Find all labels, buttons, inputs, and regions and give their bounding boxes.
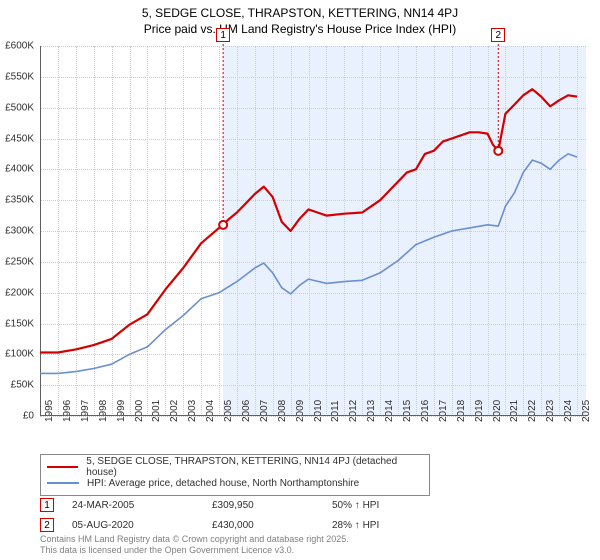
attribution-line-1: Contains HM Land Registry data © Crown c… [40,534,349,545]
transaction-date: 05-AUG-2020 [72,520,212,531]
transaction-marker-icon: 1 [40,498,54,512]
marker-dot [219,221,227,229]
marker-label: 2 [491,28,505,42]
y-axis-tick-label: £600K [5,41,34,52]
marker-label: 1 [216,28,230,42]
transaction-delta: 28% ↑ HPI [332,520,452,531]
attribution-line-2: This data is licensed under the Open Gov… [40,545,349,556]
legend-label-hpi: HPI: Average price, detached house, Nort… [87,478,359,489]
y-axis-tick-label: £250K [5,256,34,267]
legend-label-property: 5, SEDGE CLOSE, THRAPSTON, KETTERING, NN… [86,456,423,478]
y-axis-tick-label: £550K [5,71,34,82]
transaction-marker-icon: 2 [40,518,54,532]
chart-plot-area: £0£50K£100K£150K£200K£250K£300K£350K£400… [40,46,586,416]
y-axis-tick-label: £150K [5,318,34,329]
transaction-delta: 50% ↑ HPI [332,500,452,511]
y-axis-tick-label: £300K [5,226,34,237]
legend-swatch-property [47,466,78,468]
transaction-price: £309,950 [212,500,332,511]
y-axis-tick-label: £200K [5,287,34,298]
legend: 5, SEDGE CLOSE, THRAPSTON, KETTERING, NN… [40,454,430,496]
legend-item-property: 5, SEDGE CLOSE, THRAPSTON, KETTERING, NN… [47,459,423,475]
y-axis-tick-label: £350K [5,195,34,206]
legend-swatch-hpi [47,482,79,484]
marker-dot [494,147,502,155]
transaction-price: £430,000 [212,520,332,531]
chart-title: 5, SEDGE CLOSE, THRAPSTON, KETTERING, NN… [0,0,600,37]
transaction-date: 24-MAR-2005 [72,500,212,511]
series-line-property [40,89,577,352]
y-axis-tick-label: £500K [5,102,34,113]
y-axis-tick-label: £0 [23,411,34,422]
series-line-hpi [40,154,577,374]
title-line-2: Price paid vs. HM Land Registry's House … [0,22,600,38]
y-axis-tick-label: £100K [5,349,34,360]
y-axis-tick-label: £450K [5,133,34,144]
attribution-text: Contains HM Land Registry data © Crown c… [40,534,349,557]
y-axis-tick-label: £50K [11,380,34,391]
transaction-row: 2 05-AUG-2020 £430,000 28% ↑ HPI [40,518,580,532]
y-axis-tick-label: £400K [5,164,34,175]
transaction-row: 1 24-MAR-2005 £309,950 50% ↑ HPI [40,498,580,512]
title-line-1: 5, SEDGE CLOSE, THRAPSTON, KETTERING, NN… [0,6,600,22]
